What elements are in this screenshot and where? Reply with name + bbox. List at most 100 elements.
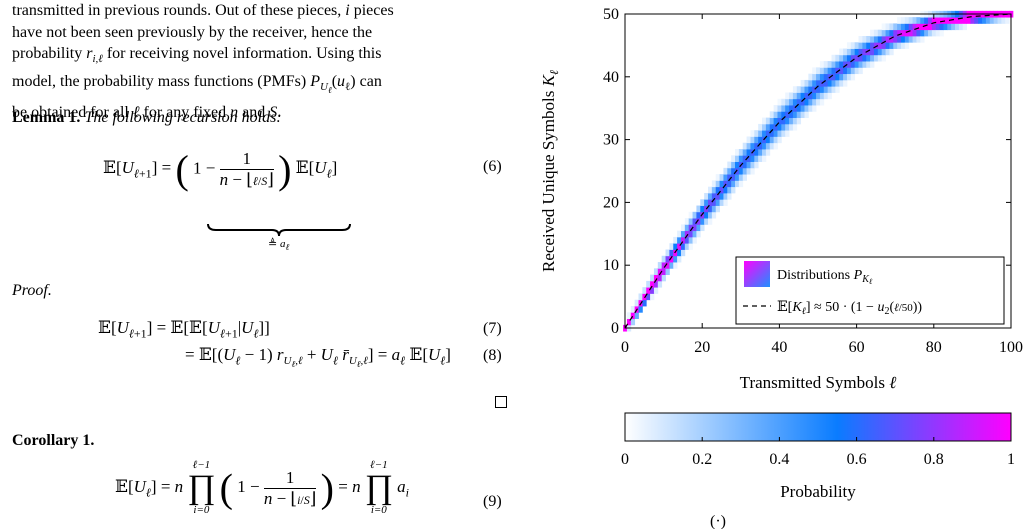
heatmap-cell [800,98,805,106]
heatmap-cell [665,262,670,269]
heatmap-cell [719,174,724,181]
heatmap-cell [908,23,913,31]
heatmap-cell [835,61,840,68]
heatmap-cell [769,111,775,119]
heatmap-cell [808,73,813,81]
heatmap-cell [715,180,720,188]
colorbar-tick-label: 1 [1007,451,1015,468]
heatmap-cell [858,42,863,49]
heatmap-cell [711,180,717,188]
heatmap-cell [789,123,794,131]
heatmap-cell [638,306,643,313]
heatmap-cell [835,79,840,87]
x-tick-label: 20 [694,339,710,356]
heatmap-cell [696,211,701,219]
heatmap-cell [711,199,717,206]
heatmap-cell [962,23,968,31]
heatmap-cell [839,48,844,56]
heatmap-cell [924,23,929,31]
heatmap-cell [873,35,879,43]
heatmap-cell [696,205,701,213]
heatmap-cell [754,155,759,162]
heatmap-cell [746,149,751,156]
heatmap-cell [916,29,921,37]
heatmap-cell [653,274,659,282]
heatmap-cell [711,186,717,194]
heatmap-cell [646,293,651,301]
heatmap-cell [804,105,809,112]
heatmap-cell [769,142,775,150]
heatmap-cell [661,255,666,263]
heatmap-cell [657,262,663,269]
heatmap-cell [746,161,751,169]
heatmap-cell [831,86,836,93]
heatmap-cell [688,211,693,219]
heatmap-cell [816,92,821,100]
heatmap-cell [626,318,632,326]
heatmap-cell [630,312,636,319]
heatmap-cell [900,42,906,49]
heatmap-cell [843,73,848,81]
underbrace [207,223,351,237]
heatmap-cell [704,199,709,206]
heatmap-cell [765,142,771,150]
heatmap-cell [800,92,805,100]
heatmap-cell [781,123,786,131]
heatmap-cell [777,105,782,112]
lemma-heading: Lemma 1. The following recursion holds: [12,109,282,127]
heatmap-cell [866,42,871,49]
heatmap-cell [792,111,798,119]
heatmap-cell [634,299,639,307]
heatmap-cell [958,17,964,24]
heatmap-cell [735,161,740,169]
heatmap-cell [680,249,686,257]
colorbar-ticks: 0 0.2 0.4 0.6 0.8 1 [621,437,1015,468]
heatmap-cell [924,17,929,24]
heatmap-cell [870,61,875,68]
heatmap-cell [939,29,944,37]
heatmap-cell [955,23,960,31]
colorbar-label: Probability [780,482,856,501]
heatmap-cell [885,35,890,43]
y-tick-label: 0 [611,320,619,337]
lemma-text: The following recursion holds: [84,109,282,126]
heatmap-cell [904,23,910,31]
heatmap-cell [800,111,805,119]
heatmap-cell [823,86,829,93]
heatmap-cell [754,136,759,144]
heatmap-cell [754,161,759,169]
heatmap-cell [758,155,763,162]
heatmap-cell [692,211,697,219]
heatmap-cell [951,23,956,31]
heatmap-cell [719,199,724,206]
heatmap-cell [707,199,713,206]
y-tick-label: 40 [603,69,619,86]
heatmap-cell [812,105,817,112]
heatmap-cell [785,130,790,137]
heatmap-cell [846,61,852,68]
heatmap-cell [881,54,886,62]
heatmap-cell [707,186,713,194]
heatmap-cell [731,186,736,194]
heatmap-cell [796,98,802,106]
heatmap-cell [920,35,925,43]
heatmap-cell [904,29,910,37]
heatmap-cell [777,111,782,119]
heatmap-cell [916,35,921,43]
heatmap-cell [634,312,639,319]
heatmap-cell [858,35,863,43]
heatmap-cell [889,29,894,37]
heatmap-cell [816,79,821,87]
heatmap-cell [742,174,747,181]
heatmap-cell [781,111,786,119]
plot-frame [624,13,1012,329]
heatmap-cell [700,218,705,225]
heatmap-cell [831,73,836,81]
heatmap-cell [758,130,763,137]
heatmap-cell [873,42,879,49]
heatmap-cell [823,61,829,68]
heatmap-cell [846,42,852,49]
heatmap-cell [850,54,856,62]
heatmap-cell [796,86,802,93]
heatmap-cell [665,268,670,276]
